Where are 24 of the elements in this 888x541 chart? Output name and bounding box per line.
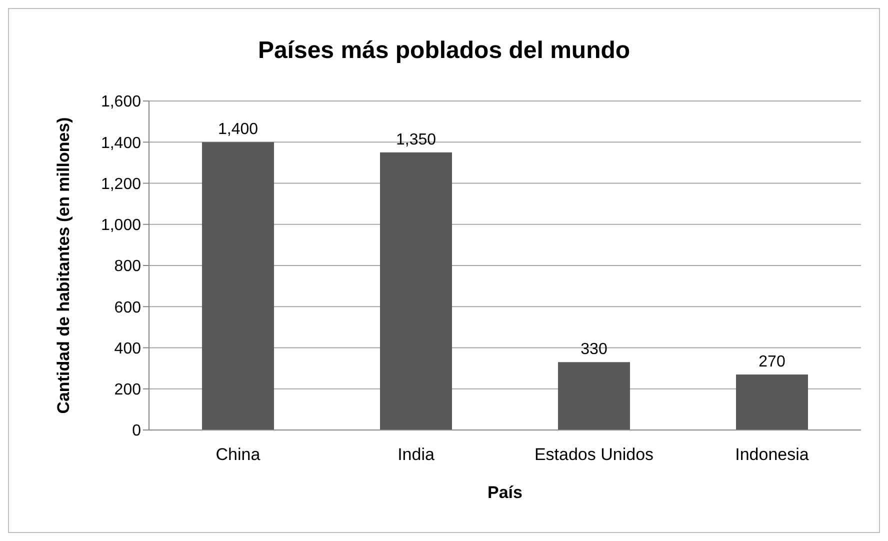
x-tick-label: China xyxy=(216,445,261,464)
data-label: 1,350 xyxy=(396,131,436,148)
data-label: 330 xyxy=(580,341,608,358)
chart-title: Países más poblados del mundo xyxy=(256,37,632,65)
data-label: 1,400 xyxy=(218,121,258,138)
y-tick-label: 1,000 xyxy=(100,217,142,234)
y-tick-label: 1,200 xyxy=(100,176,142,193)
y-tick-label: 1,600 xyxy=(100,94,142,111)
y-tick-label: 0 xyxy=(132,422,142,440)
x-tick-label: India xyxy=(398,445,435,464)
bar xyxy=(202,142,274,430)
y-tick-label: 200 xyxy=(114,382,142,399)
x-tick-label: Estados Unidos xyxy=(534,445,654,464)
data-label: 270 xyxy=(758,353,786,370)
x-axis-title: País xyxy=(488,483,522,502)
bar xyxy=(736,374,808,430)
y-tick-label: 1,400 xyxy=(100,134,142,152)
y-tick-label: 800 xyxy=(114,258,142,276)
y-axis-title: Cantidad de habitantes (en millones) xyxy=(54,117,74,414)
bar xyxy=(380,152,452,430)
x-tick-label: Indonesia xyxy=(735,445,810,464)
y-tick-label: 600 xyxy=(114,299,142,316)
bar xyxy=(558,362,630,430)
y-tick-label: 400 xyxy=(114,340,142,358)
